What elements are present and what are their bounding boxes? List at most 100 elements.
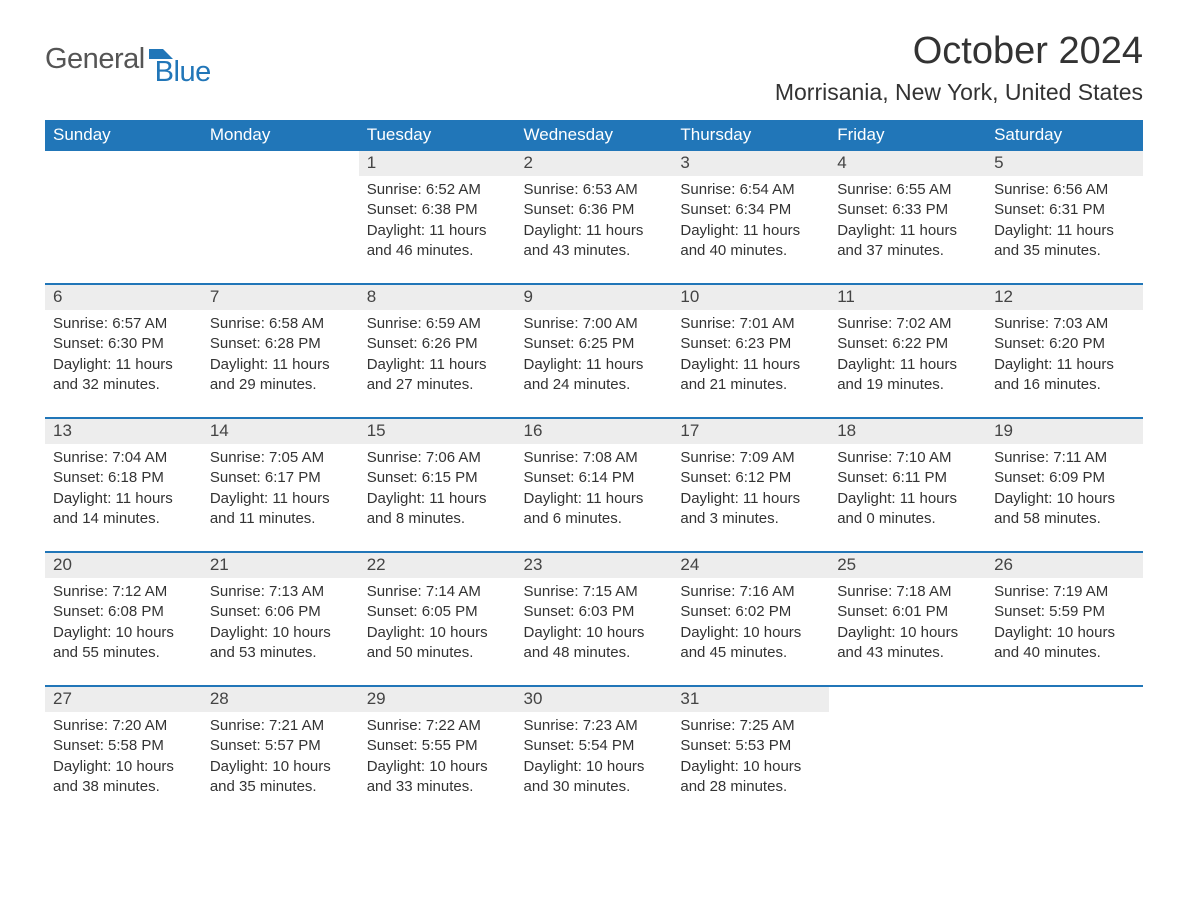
calendar-body: 12345Sunrise: 6:52 AMSunset: 6:38 PMDayl… [45,151,1143,819]
day-detail-cell [45,176,202,284]
day-detail-row: Sunrise: 6:52 AMSunset: 6:38 PMDaylight:… [45,176,1143,284]
day-number-cell: 25 [829,552,986,578]
sunrise-line: Sunrise: 7:08 AM [524,448,665,468]
day-number-cell: 26 [986,552,1143,578]
day-detail-cell: Sunrise: 7:08 AMSunset: 6:14 PMDaylight:… [516,444,673,552]
calendar-table: SundayMondayTuesdayWednesdayThursdayFrid… [45,120,1143,819]
sunset-line: Sunset: 6:22 PM [837,334,978,354]
day-number-cell: 18 [829,418,986,444]
day-detail-cell: Sunrise: 7:01 AMSunset: 6:23 PMDaylight:… [672,310,829,418]
day-detail-cell: Sunrise: 7:21 AMSunset: 5:57 PMDaylight:… [202,712,359,819]
day-number-cell: 3 [672,151,829,176]
day-number-cell: 29 [359,686,516,712]
sunrise-line: Sunrise: 7:16 AM [680,582,821,602]
day-detail-cell: Sunrise: 7:04 AMSunset: 6:18 PMDaylight:… [45,444,202,552]
day-number-cell: 8 [359,284,516,310]
title-block: October 2024 Morrisania, New York, Unite… [775,30,1143,106]
day-number-cell [45,151,202,176]
logo-text-general: General [45,43,145,76]
sunset-line: Sunset: 6:34 PM [680,200,821,220]
sunrise-line: Sunrise: 6:58 AM [210,314,351,334]
day-header: Saturday [986,120,1143,151]
sunrise-line: Sunrise: 6:59 AM [367,314,508,334]
daylight-line: Daylight: 10 hours and 55 minutes. [53,623,194,664]
day-detail-cell: Sunrise: 6:59 AMSunset: 6:26 PMDaylight:… [359,310,516,418]
day-detail-cell: Sunrise: 7:19 AMSunset: 5:59 PMDaylight:… [986,578,1143,686]
day-number-cell: 14 [202,418,359,444]
sunrise-line: Sunrise: 7:12 AM [53,582,194,602]
day-detail-cell: Sunrise: 7:02 AMSunset: 6:22 PMDaylight:… [829,310,986,418]
sunset-line: Sunset: 6:03 PM [524,602,665,622]
day-detail-cell: Sunrise: 6:54 AMSunset: 6:34 PMDaylight:… [672,176,829,284]
month-title: October 2024 [775,30,1143,73]
sunset-line: Sunset: 6:38 PM [367,200,508,220]
day-number-cell: 16 [516,418,673,444]
daylight-line: Daylight: 10 hours and 40 minutes. [994,623,1135,664]
day-detail-row: Sunrise: 7:04 AMSunset: 6:18 PMDaylight:… [45,444,1143,552]
sunset-line: Sunset: 6:01 PM [837,602,978,622]
daylight-line: Daylight: 11 hours and 3 minutes. [680,489,821,530]
sunset-line: Sunset: 6:30 PM [53,334,194,354]
sunset-line: Sunset: 5:59 PM [994,602,1135,622]
day-detail-cell: Sunrise: 7:15 AMSunset: 6:03 PMDaylight:… [516,578,673,686]
daylight-line: Daylight: 10 hours and 58 minutes. [994,489,1135,530]
day-number-cell: 31 [672,686,829,712]
sunset-line: Sunset: 5:53 PM [680,736,821,756]
daylight-line: Daylight: 10 hours and 35 minutes. [210,757,351,798]
sunrise-line: Sunrise: 6:57 AM [53,314,194,334]
sunrise-line: Sunrise: 7:00 AM [524,314,665,334]
sunset-line: Sunset: 5:57 PM [210,736,351,756]
sunset-line: Sunset: 6:25 PM [524,334,665,354]
daylight-line: Daylight: 11 hours and 0 minutes. [837,489,978,530]
sunset-line: Sunset: 6:31 PM [994,200,1135,220]
sunrise-line: Sunrise: 7:21 AM [210,716,351,736]
logo-text-blue: Blue [155,56,211,89]
day-detail-cell: Sunrise: 7:12 AMSunset: 6:08 PMDaylight:… [45,578,202,686]
day-header: Thursday [672,120,829,151]
day-number-row: 13141516171819 [45,418,1143,444]
sunset-line: Sunset: 6:17 PM [210,468,351,488]
daylight-line: Daylight: 11 hours and 19 minutes. [837,355,978,396]
sunrise-line: Sunrise: 7:02 AM [837,314,978,334]
day-detail-cell: Sunrise: 7:03 AMSunset: 6:20 PMDaylight:… [986,310,1143,418]
day-number-row: 2728293031 [45,686,1143,712]
sunrise-line: Sunrise: 6:53 AM [524,180,665,200]
day-number-cell: 11 [829,284,986,310]
day-detail-cell: Sunrise: 7:11 AMSunset: 6:09 PMDaylight:… [986,444,1143,552]
day-header: Friday [829,120,986,151]
sunset-line: Sunset: 5:58 PM [53,736,194,756]
sunset-line: Sunset: 6:28 PM [210,334,351,354]
day-detail-cell: Sunrise: 7:22 AMSunset: 5:55 PMDaylight:… [359,712,516,819]
day-detail-cell: Sunrise: 6:52 AMSunset: 6:38 PMDaylight:… [359,176,516,284]
day-detail-cell: Sunrise: 7:10 AMSunset: 6:11 PMDaylight:… [829,444,986,552]
daylight-line: Daylight: 11 hours and 14 minutes. [53,489,194,530]
logo: General Blue [45,30,211,89]
day-detail-cell: Sunrise: 7:00 AMSunset: 6:25 PMDaylight:… [516,310,673,418]
day-number-cell: 13 [45,418,202,444]
daylight-line: Daylight: 11 hours and 32 minutes. [53,355,194,396]
day-detail-row: Sunrise: 7:12 AMSunset: 6:08 PMDaylight:… [45,578,1143,686]
sunrise-line: Sunrise: 7:13 AM [210,582,351,602]
day-number-cell: 23 [516,552,673,578]
day-detail-cell [829,712,986,819]
sunrise-line: Sunrise: 7:09 AM [680,448,821,468]
sunrise-line: Sunrise: 7:06 AM [367,448,508,468]
day-number-cell: 12 [986,284,1143,310]
daylight-line: Daylight: 10 hours and 43 minutes. [837,623,978,664]
sunset-line: Sunset: 6:23 PM [680,334,821,354]
daylight-line: Daylight: 10 hours and 30 minutes. [524,757,665,798]
day-detail-cell: Sunrise: 6:57 AMSunset: 6:30 PMDaylight:… [45,310,202,418]
day-number-cell: 19 [986,418,1143,444]
day-number-cell: 7 [202,284,359,310]
day-detail-cell: Sunrise: 7:06 AMSunset: 6:15 PMDaylight:… [359,444,516,552]
day-header-row: SundayMondayTuesdayWednesdayThursdayFrid… [45,120,1143,151]
day-detail-cell [986,712,1143,819]
sunset-line: Sunset: 6:14 PM [524,468,665,488]
daylight-line: Daylight: 10 hours and 28 minutes. [680,757,821,798]
day-number-cell: 22 [359,552,516,578]
day-number-row: 12345 [45,151,1143,176]
day-detail-cell: Sunrise: 7:13 AMSunset: 6:06 PMDaylight:… [202,578,359,686]
day-detail-cell: Sunrise: 7:16 AMSunset: 6:02 PMDaylight:… [672,578,829,686]
day-detail-row: Sunrise: 6:57 AMSunset: 6:30 PMDaylight:… [45,310,1143,418]
sunset-line: Sunset: 6:26 PM [367,334,508,354]
